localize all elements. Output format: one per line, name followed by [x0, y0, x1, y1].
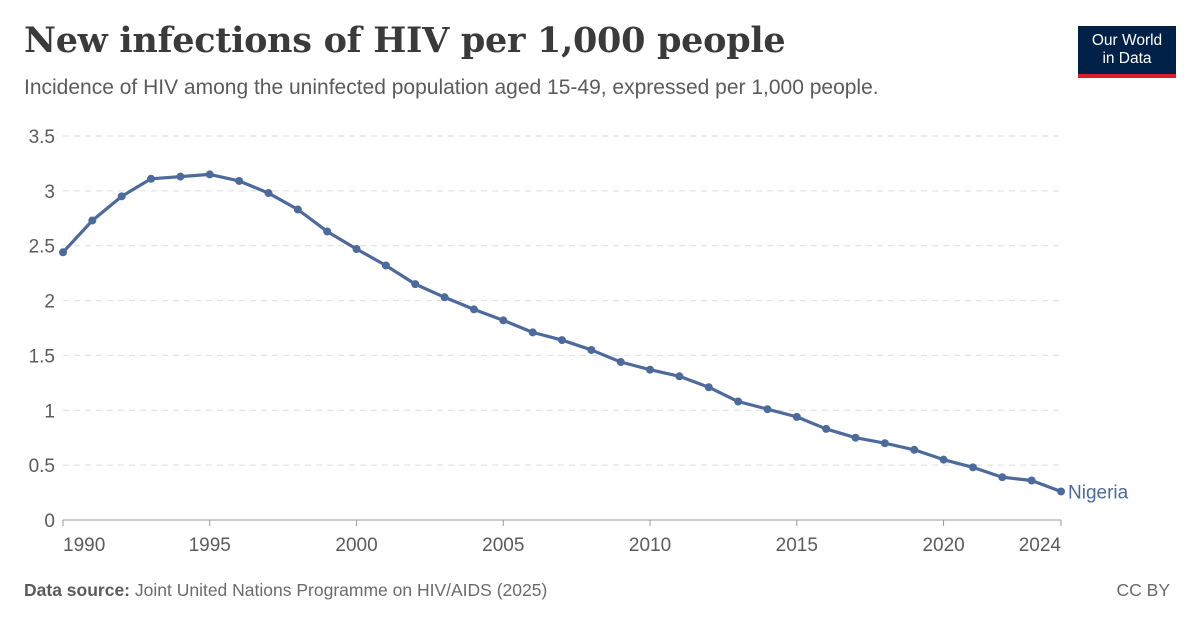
- x-tick-label: 2024: [1019, 535, 1062, 556]
- data-point[interactable]: [499, 316, 508, 325]
- data-point[interactable]: [176, 172, 185, 181]
- data-point[interactable]: [968, 463, 977, 472]
- logo-line-1: Our World: [1091, 32, 1163, 49]
- data-point[interactable]: [558, 336, 566, 345]
- license-link[interactable]: CC BY: [1116, 580, 1170, 600]
- data-point[interactable]: [851, 433, 860, 442]
- x-tick-label: 2020: [922, 535, 964, 556]
- data-point[interactable]: [1057, 487, 1065, 496]
- data-point[interactable]: [939, 455, 948, 464]
- x-tick-label: 2000: [335, 535, 377, 556]
- chart-title: New infections of HIV per 1,000 people: [24, 20, 786, 61]
- data-point[interactable]: [117, 192, 126, 201]
- data-source-text: Joint United Nations Programme on HIV/AI…: [130, 580, 548, 600]
- y-tick-label: 0.5: [29, 456, 55, 477]
- data-point[interactable]: [704, 383, 713, 392]
- data-point[interactable]: [440, 293, 449, 302]
- owid-logo[interactable]: Our World in Data: [1078, 26, 1176, 78]
- y-tick-label: 2: [44, 292, 55, 313]
- data-point[interactable]: [411, 280, 420, 289]
- data-point[interactable]: [59, 248, 67, 257]
- data-point[interactable]: [792, 412, 801, 421]
- data-point[interactable]: [528, 328, 537, 337]
- grid-lines: [63, 135, 1061, 466]
- axes: 0 0.5 1 1.5 2 2.5 3 3.5 1990 1995 2000 2005 2010 2015…: [29, 127, 1062, 556]
- data-point[interactable]: [880, 439, 889, 448]
- logo-line-2: in Data: [1102, 50, 1152, 67]
- data-point[interactable]: [1027, 476, 1036, 485]
- x-tick-label: 2005: [482, 535, 524, 556]
- y-tick-label: 1: [44, 401, 55, 422]
- x-tick-label: 2010: [629, 535, 671, 556]
- data-point[interactable]: [616, 358, 625, 367]
- data-point[interactable]: [822, 424, 831, 433]
- series-line-nigeria[interactable]: [61, 172, 1063, 494]
- series-layer: Nigeria: [59, 170, 1129, 503]
- y-tick-label: 0: [44, 511, 55, 532]
- y-tick-label: 1.5: [29, 346, 55, 367]
- data-point[interactable]: [381, 261, 390, 270]
- data-point[interactable]: [205, 170, 214, 179]
- data-source: Data source: Joint United Nations Progra…: [24, 580, 547, 601]
- chart-subtitle: Incidence of HIV among the uninfected po…: [24, 76, 879, 99]
- data-point[interactable]: [352, 245, 361, 254]
- data-point[interactable]: [998, 473, 1007, 482]
- y-tick-label: 3: [44, 182, 55, 203]
- y-tick-label: 3.5: [29, 127, 55, 148]
- data-point[interactable]: [675, 372, 684, 381]
- data-point[interactable]: [323, 227, 332, 236]
- data-point[interactable]: [264, 189, 273, 198]
- data-point[interactable]: [293, 205, 302, 214]
- data-point[interactable]: [235, 176, 244, 185]
- y-tick-label: 2.5: [29, 237, 55, 258]
- x-tick-label: 1990: [63, 535, 105, 556]
- data-point[interactable]: [763, 405, 772, 414]
- data-point[interactable]: [910, 445, 919, 454]
- x-tick-label: 1995: [189, 535, 231, 556]
- data-point[interactable]: [646, 365, 655, 374]
- series-label[interactable]: Nigeria: [1068, 482, 1129, 503]
- data-point[interactable]: [147, 174, 156, 183]
- data-point[interactable]: [734, 397, 743, 406]
- data-point[interactable]: [469, 305, 478, 314]
- data-source-label: Data source:: [24, 580, 131, 600]
- data-point[interactable]: [587, 345, 596, 354]
- x-tick-label: 2015: [776, 535, 818, 556]
- data-point[interactable]: [88, 216, 97, 225]
